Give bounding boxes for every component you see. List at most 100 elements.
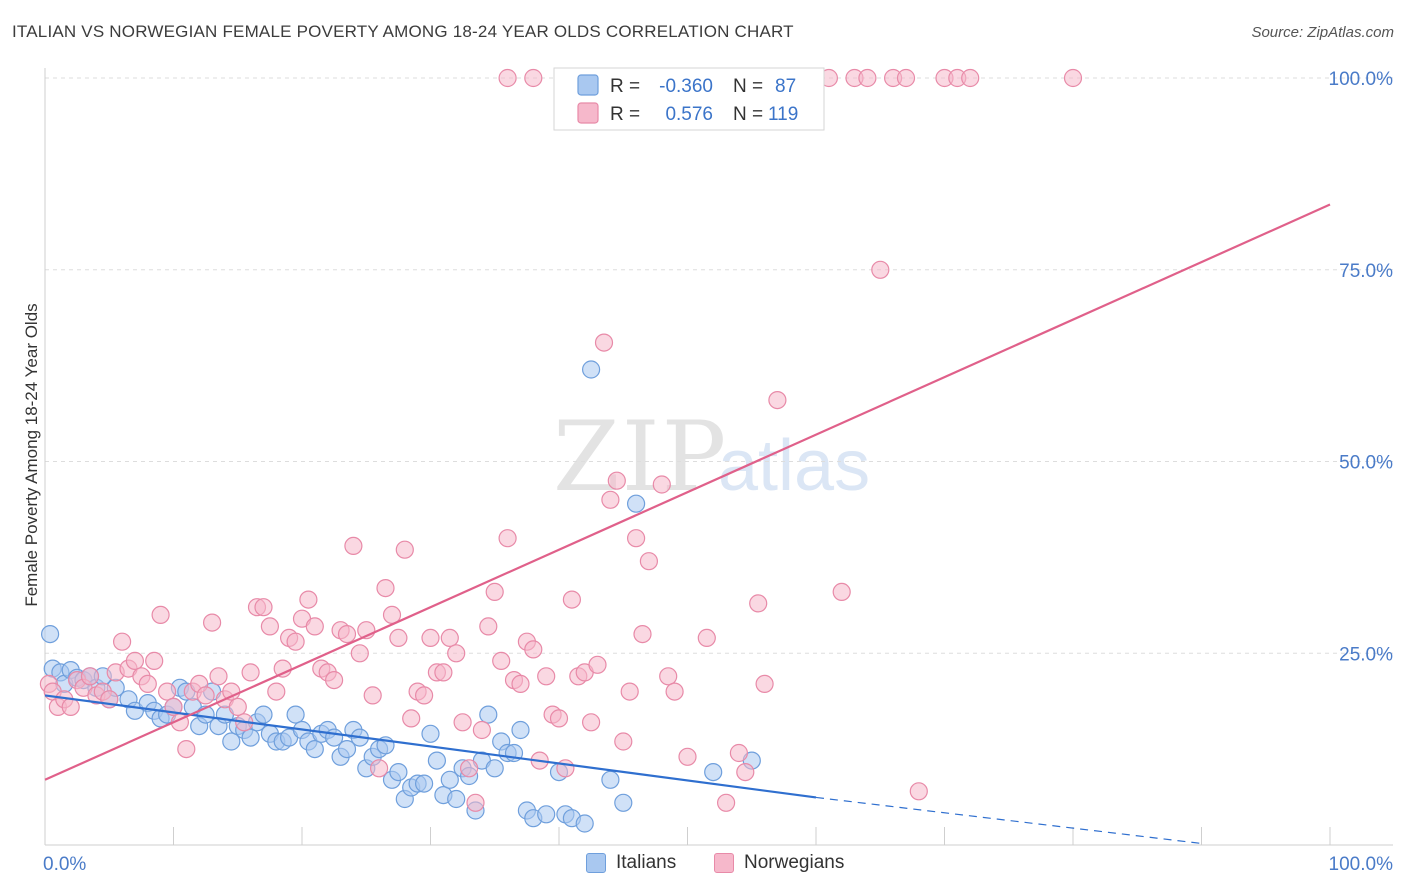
- norwegians-point-90: [620, 682, 639, 701]
- norwegians-point-101: [716, 793, 736, 812]
- norwegians-point-4: [61, 697, 80, 717]
- norwegians-point-41: [299, 590, 318, 609]
- norwegians-point-70: [485, 582, 504, 602]
- norwegians-point-63: [440, 628, 459, 648]
- norwegians-point-68: [472, 720, 491, 740]
- norwegians-point-62: [434, 663, 453, 682]
- watermark: ZIP atlas: [553, 401, 870, 513]
- norwegians-point-74: [511, 674, 530, 694]
- norwegians-point-25: [196, 686, 215, 705]
- norwegians-point-76: [524, 640, 543, 659]
- legend-italians-label: Italians: [616, 852, 677, 873]
- gridlines: [45, 77, 1393, 654]
- norwegians-point-81: [556, 759, 575, 778]
- norwegians-point-42: [305, 617, 324, 636]
- norwegians-point-17: [145, 651, 164, 671]
- legend-italians-n-value: 87: [775, 76, 796, 97]
- watermark-zip: ZIP: [553, 401, 728, 513]
- italians-point-68: [485, 759, 504, 778]
- norwegians-point-34: [254, 598, 273, 617]
- norwegians-point-7: [80, 667, 100, 686]
- italians-trend-line: [44, 694, 817, 799]
- norwegians-point-27: [209, 667, 228, 686]
- norwegians-point-96: [665, 682, 684, 701]
- italians-point-45: [337, 739, 357, 759]
- norwegians-point-64: [447, 644, 466, 663]
- norwegians-point-49: [350, 644, 369, 663]
- y-tick-label-3: 100.0%: [1329, 69, 1394, 90]
- norwegians-point-22: [177, 739, 196, 759]
- norwegians-point-121: [1063, 68, 1083, 88]
- norwegians-point-86: [588, 655, 607, 674]
- legend-italians-n-label: N =: [733, 76, 763, 97]
- norwegians-point-87: [601, 490, 620, 509]
- italians-point-75: [537, 805, 556, 824]
- norwegians-point-26: [203, 613, 222, 632]
- italians-point-32: [254, 705, 273, 724]
- norwegians-point-94: [652, 475, 671, 494]
- norwegians-point-103: [736, 762, 755, 782]
- italians-point-0: [40, 624, 60, 644]
- italians-point-79: [575, 814, 594, 833]
- x-tick-label-max: 100.0%: [1329, 854, 1394, 875]
- norwegians-point-30: [228, 697, 247, 717]
- watermark-atlas: atlas: [718, 426, 870, 506]
- legend-top: R = -0.360 N = 87 R = 0.576 N = 119: [553, 67, 825, 131]
- norwegians-point-117: [909, 782, 928, 801]
- legend-norwegians-n-label: N =: [733, 104, 763, 125]
- norwegians-point-60: [421, 628, 440, 648]
- norwegians-point-120: [961, 68, 980, 88]
- y-tick-label-2: 75.0%: [1339, 261, 1393, 282]
- norwegians-point-59: [415, 686, 434, 705]
- norwegians-point-32: [241, 663, 260, 682]
- norwegians-point-16: [138, 674, 157, 694]
- y-tick-labels: 25.0% 50.0% 75.0% 100.0%: [1329, 69, 1394, 665]
- norwegians-point-55: [389, 628, 408, 648]
- x-tick-labels: 0.0% 100.0%: [43, 854, 1393, 875]
- italians-point-82: [614, 793, 633, 812]
- trend-lines: [44, 203, 1331, 845]
- norwegians-point-106: [755, 674, 774, 694]
- italians-point-53: [389, 762, 408, 782]
- norwegians-point-105: [749, 594, 768, 613]
- norwegians-point-48: [344, 536, 363, 556]
- legend-italians-r-value: -0.360: [659, 76, 713, 97]
- norwegians-point-102: [729, 743, 749, 763]
- norwegians-point-35: [260, 617, 279, 636]
- y-tick-label-0: 25.0%: [1339, 644, 1393, 665]
- norwegians-point-78: [537, 667, 556, 686]
- norwegians-point-18: [151, 605, 170, 625]
- norwegians-point-122: [594, 333, 614, 352]
- legend-norwegians-swatch: [577, 102, 599, 124]
- italians-point-67: [479, 705, 498, 724]
- y-axis-label: Female Poverty Among 18-24 Year Olds: [22, 303, 41, 606]
- norwegians-point-36: [267, 682, 286, 701]
- italians-point-80: [581, 360, 601, 379]
- norwegians-point-69: [479, 617, 498, 636]
- norwegians-point-51: [363, 686, 382, 705]
- italians-point-37: [286, 705, 305, 724]
- legend-norwegians-r-value: 0.576: [665, 104, 713, 125]
- norwegians-point-82: [562, 590, 582, 609]
- norwegians-point-67: [466, 793, 485, 812]
- italians-point-27: [222, 732, 241, 751]
- italians-trend-extension: [815, 796, 1202, 845]
- norwegians-point-66: [460, 759, 479, 778]
- norwegians-point-97: [678, 747, 697, 766]
- norwegians-point-89: [614, 732, 633, 751]
- norwegians-point-88: [607, 471, 626, 490]
- italians-point-57: [415, 774, 434, 793]
- norwegians-point-113: [858, 68, 877, 88]
- legend-norwegians-r-label: R =: [610, 104, 640, 125]
- norwegians-point-91: [626, 529, 646, 548]
- italians-point-58: [421, 724, 440, 743]
- norwegians-point-85: [581, 713, 601, 732]
- chart-title: ITALIAN VS NORWEGIAN FEMALE POVERTY AMON…: [12, 22, 794, 41]
- norwegians-point-65: [453, 713, 472, 732]
- norwegians-point-123: [498, 68, 517, 88]
- norwegians-point-57: [402, 709, 421, 728]
- italians-point-72: [511, 720, 530, 740]
- norwegians-point-14: [125, 651, 144, 671]
- italians-point-81: [601, 770, 620, 789]
- legend-italians-r-label: R =: [610, 76, 640, 97]
